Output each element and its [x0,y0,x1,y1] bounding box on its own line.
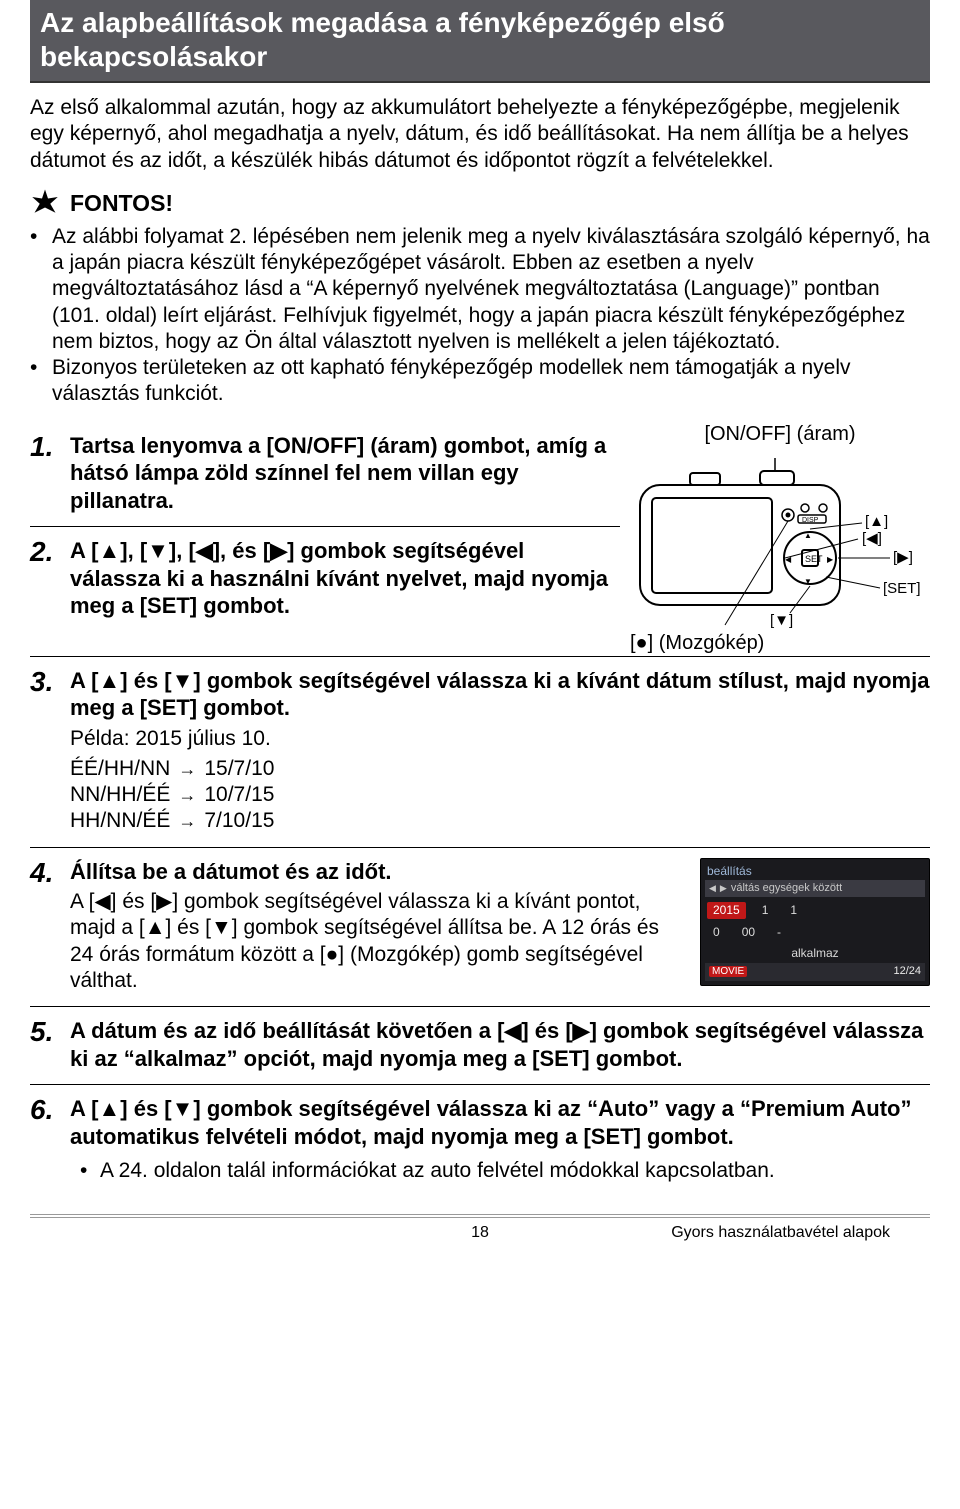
svg-text:[▼]: [▼] [770,612,793,628]
svg-text:[▶]: [▶] [893,549,913,566]
settings-ampm: - [771,924,787,941]
movie-badge: MOVIE [709,966,747,977]
bullet-text: Az alábbi folyamat 2. lépésében nem jele… [52,224,930,355]
step-number: 6. [30,1095,70,1184]
step-body-text: A [◀] és [▶] gombok segítségével válassz… [70,889,686,994]
page-title: Az alapbeállítások megadása a fényképező… [30,0,930,83]
step-3: 3. A [▲] és [▼] gombok segítségével vála… [30,656,930,847]
step-heading: A dátum és az idő beállítását követően a… [70,1017,930,1072]
camera-diagram-icon: SET ▲ ▼ ◀ ▶ DISP [▲] [▶] [SET] [630,453,930,628]
svg-text:▲: ▲ [804,531,812,540]
onoff-label: [ON/OFF] (áram) [630,422,930,447]
svg-text:▼: ▼ [804,577,812,586]
svg-text:▶: ▶ [827,555,834,564]
bullet-text: Bizonyos területeken az ott kapható fény… [52,355,930,408]
step-heading: Állítsa be a dátumot és az időt. [70,858,686,886]
date-fmt: ÉÉ/HH/NN [70,756,170,782]
settings-hour: 0 [707,924,726,941]
step-number: 1. [30,432,70,515]
step-example-label: Példa: 2015 július 10. [70,726,930,752]
svg-text:SET: SET [805,554,823,564]
date-val: 7/10/15 [204,808,274,834]
step-sub-bullet: A 24. oldalon talál információkat az aut… [100,1158,775,1184]
intro-paragraph: Az első alkalommal azután, hogy az akkum… [30,95,930,174]
step-2: 2. A [▲], [▼], [◀], és [▶] gombok segíts… [30,526,620,632]
page-footer: 18 Gyors használatbavétel alapok [30,1214,930,1243]
settings-hint: ◀▶ váltás egységek között [705,880,925,898]
step-heading: A [▲], [▼], [◀], és [▶] gombok segítségé… [70,537,620,620]
movie-label: [●] (Mozgókép) [630,632,764,654]
date-val: 10/7/15 [204,782,274,808]
settings-hint-text: váltás egységek között [731,882,842,896]
settings-title: beállítás [705,863,925,880]
date-val: 15/7/10 [204,756,274,782]
important-label: FONTOS! [70,189,173,218]
settings-screen-figure: beállítás ◀▶ váltás egységek között 2015… [700,858,930,995]
step-4: 4. Állítsa be a dátumot és az időt. A [◀… [30,847,930,1007]
step-number: 3. [30,667,70,835]
step-heading: A [▲] és [▼] gombok segítségével válassz… [70,1095,930,1150]
step-number: 2. [30,537,70,620]
settings-day: 1 [784,902,803,919]
date-fmt: NN/HH/ÉÉ [70,782,170,808]
svg-text:[◀]: [◀] [862,530,882,547]
important-star-icon [30,188,60,218]
settings-min: 00 [736,924,761,941]
settings-apply: alkalmaz [705,946,925,961]
step-heading: Tartsa lenyomva a [ON/OFF] (áram) gombot… [70,432,620,515]
step-1: 1. Tartsa lenyomva a [ON/OFF] (áram) gom… [30,422,620,527]
svg-text:[▲]: [▲] [865,513,888,530]
svg-text:[SET]: [SET] [883,580,921,597]
settings-year: 2015 [707,902,746,919]
settings-clock-mode: 12/24 [893,965,921,979]
step-5: 5. A dátum és az idő beállítását követőe… [30,1006,930,1084]
step-number: 4. [30,858,70,995]
step-heading: A [▲] és [▼] gombok segítségével válassz… [70,667,930,722]
date-fmt: HH/NN/ÉÉ [70,808,170,834]
page-number: 18 [471,1223,489,1243]
date-format-lines: ÉÉ/HH/NN→15/7/10 NN/HH/ÉÉ→10/7/15 HH/NN/… [70,756,930,835]
step-number: 5. [30,1017,70,1072]
settings-month: 1 [756,902,775,919]
step-6: 6. A [▲] és [▼] gombok segítségével vála… [30,1084,930,1196]
camera-figure: [ON/OFF] (áram) SET ▲ ▼ ◀ ▶ [620,422,930,656]
footer-crumb: Gyors használatbavétel alapok [671,1223,890,1243]
svg-text:DISP: DISP [802,517,819,524]
important-bullets: •Az alábbi folyamat 2. lépésében nem jel… [30,224,930,408]
